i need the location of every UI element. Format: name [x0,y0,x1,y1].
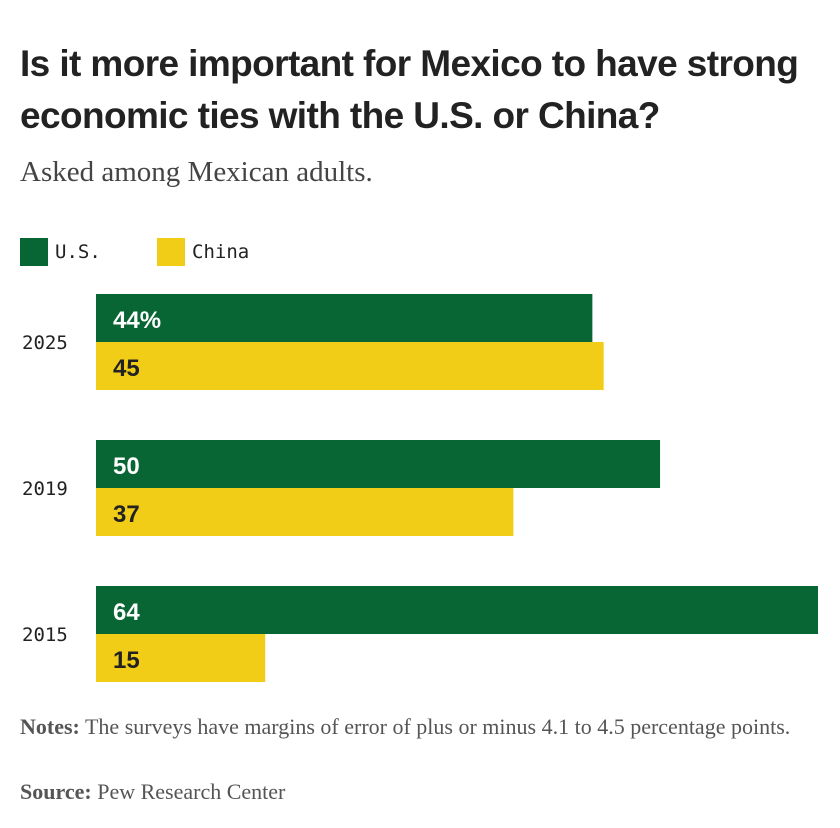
bar-china-2025 [96,342,604,390]
notes-label: Notes: [20,714,80,739]
category-label-2015: 2015 [22,624,68,646]
chart-subtitle: Asked among Mexican adults. [20,156,373,188]
data-label-us-2025: 44% [113,307,161,334]
bar-china-2019 [96,488,514,536]
bar-us-2019 [96,440,661,488]
data-label-china-2025: 45 [113,355,140,382]
data-label-china-2019: 37 [113,501,140,528]
bar-us-2025 [96,294,593,342]
bar-us-2015 [96,586,818,634]
category-label-2025: 2025 [22,332,68,354]
source: Source: Pew Research Center [20,777,285,807]
source-text: Pew Research Center [97,779,286,804]
bar-chart: 2025 44% 45 2019 50 37 2015 64 15 [22,294,818,682]
data-label-china-2015: 15 [113,647,140,674]
notes: Notes: The surveys have margins of error… [20,712,820,742]
source-label: Source: [20,779,92,804]
bar-china-2015 [96,634,266,682]
notes-text: The surveys have margins of error of plu… [84,714,791,739]
category-label-2019: 2019 [22,478,68,500]
data-label-us-2015: 64 [113,599,140,626]
legend-label-us: U.S. [55,241,101,263]
chart-title: Is it more important for Mexico to have … [20,43,799,136]
legend-label-china: China [192,241,250,263]
data-label-us-2019: 50 [113,453,140,480]
legend-swatch-china [157,238,185,266]
legend-swatch-us [20,238,48,266]
